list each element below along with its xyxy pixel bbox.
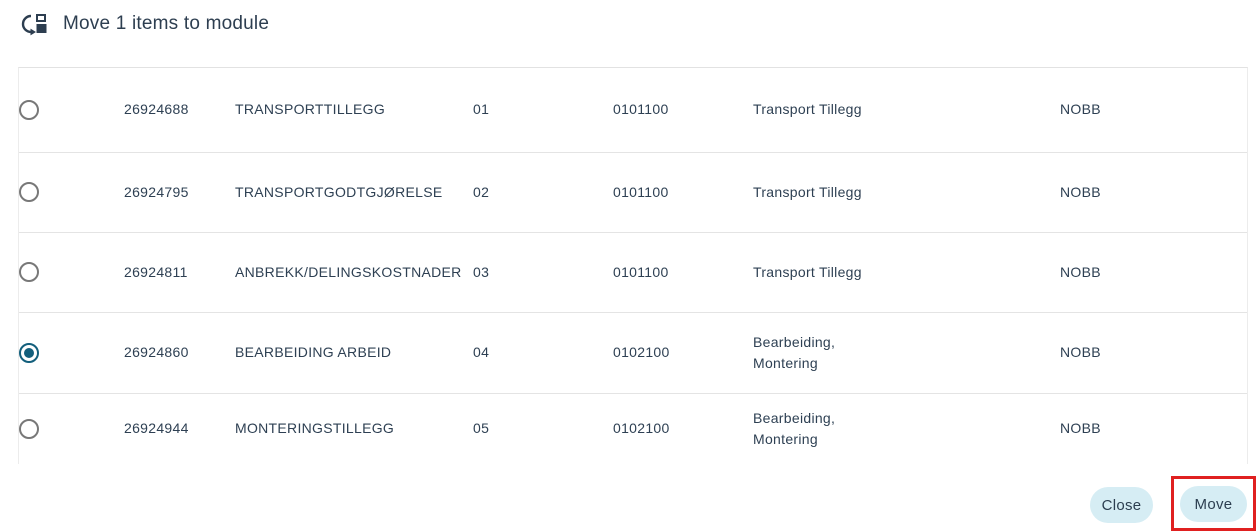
item-group: Bearbeiding, Montering (753, 409, 836, 447)
table-row[interactable]: 26924811 ANBREKK/DELINGSKOSTNADER 03 010… (19, 232, 1247, 312)
item-group-cell: Transport Tillegg (753, 152, 1060, 232)
row-radio-cell (19, 68, 124, 152)
item-source: NOBB (1060, 344, 1101, 360)
row-radio-cell (19, 152, 124, 232)
item-group: Transport Tillegg (753, 101, 862, 118)
items-table: 26924688 TRANSPORTTILLEGG 01 0101100 Tra… (18, 67, 1248, 464)
item-code-cell: 0101100 (613, 152, 753, 232)
item-seq: 02 (473, 183, 490, 200)
item-seq-cell: 02 (473, 152, 613, 232)
item-number: 26924688 (124, 101, 189, 118)
item-name-cell: MONTERINGSTILLEGG (235, 393, 473, 464)
item-number: 26924860 (124, 344, 189, 360)
item-number: 26924795 (124, 183, 189, 200)
row-radio[interactable] (19, 99, 39, 120)
item-number-cell: 26924688 (124, 68, 235, 152)
item-source-cell: NOBB (1060, 232, 1247, 312)
item-seq-cell: 04 (473, 312, 613, 393)
item-code-cell: 0101100 (613, 68, 753, 152)
item-seq: 01 (473, 101, 490, 118)
item-number-cell: 26924944 (124, 393, 235, 464)
item-group-cell: Bearbeiding, Montering (753, 393, 1060, 464)
row-radio[interactable] (19, 182, 39, 202)
item-number-cell: 26924811 (124, 232, 235, 312)
item-number: 26924944 (124, 420, 189, 437)
item-source-cell: NOBB (1060, 312, 1247, 393)
item-seq: 03 (473, 263, 490, 280)
item-source: NOBB (1060, 183, 1101, 200)
move-to-module-icon (20, 10, 48, 37)
item-code: 0102100 (613, 420, 670, 437)
item-code-cell: 0101100 (613, 232, 753, 312)
item-group: Bearbeiding, Montering (753, 333, 836, 371)
row-radio-cell (19, 232, 124, 312)
item-seq: 05 (473, 420, 490, 437)
item-group: Transport Tillegg (753, 183, 862, 200)
item-number-cell: 26924860 (124, 312, 235, 393)
item-group-cell: Transport Tillegg (753, 68, 1060, 152)
item-code: 0102100 (613, 344, 670, 360)
item-number-cell: 26924795 (124, 152, 235, 232)
item-seq-cell: 01 (473, 68, 613, 152)
dialog-title: Move 1 items to module (63, 12, 270, 34)
item-group-cell: Transport Tillegg (753, 232, 1060, 312)
item-source-cell: NOBB (1060, 152, 1247, 232)
item-source: NOBB (1060, 420, 1101, 437)
table-row-selected[interactable]: 26924860 BEARBEIDING ARBEID 04 0102100 B… (19, 312, 1247, 393)
item-name-cell: TRANSPORTTILLEGG (235, 68, 473, 152)
item-source-cell: NOBB (1060, 68, 1247, 152)
item-group-cell: Bearbeiding, Montering (753, 312, 1060, 393)
item-code-cell: 0102100 (613, 393, 753, 464)
table-row[interactable]: 26924795 TRANSPORTGODTGJØRELSE 02 010110… (19, 152, 1247, 232)
item-name: ANBREKK/DELINGSKOSTNADER (235, 263, 462, 280)
item-name-cell: BEARBEIDING ARBEID (235, 312, 473, 393)
dialog-header: Move 1 items to module (20, 10, 269, 37)
item-code: 0101100 (613, 263, 669, 280)
row-radio-selected[interactable] (19, 342, 39, 363)
item-code: 0101100 (613, 183, 669, 200)
item-source: NOBB (1060, 101, 1101, 118)
row-radio-cell (19, 393, 124, 464)
item-code-cell: 0102100 (613, 312, 753, 393)
item-group: Transport Tillegg (753, 263, 862, 280)
item-seq: 04 (473, 344, 490, 360)
table-row[interactable]: 26924688 TRANSPORTTILLEGG 01 0101100 Tra… (19, 68, 1247, 152)
move-button[interactable]: Move (1180, 486, 1247, 522)
item-name: BEARBEIDING ARBEID (235, 344, 392, 360)
item-source: NOBB (1060, 263, 1101, 280)
item-name-cell: TRANSPORTGODTGJØRELSE (235, 152, 473, 232)
item-number: 26924811 (124, 263, 188, 280)
table-row[interactable]: 26924944 MONTERINGSTILLEGG 05 0102100 Be… (19, 393, 1247, 464)
item-name-cell: ANBREKK/DELINGSKOSTNADER (235, 232, 473, 312)
item-name: TRANSPORTGODTGJØRELSE (235, 183, 443, 200)
row-radio[interactable] (19, 262, 39, 282)
item-seq-cell: 05 (473, 393, 613, 464)
item-name: MONTERINGSTILLEGG (235, 420, 395, 437)
row-radio-cell (19, 312, 124, 393)
row-radio[interactable] (19, 418, 39, 439)
close-button[interactable]: Close (1090, 487, 1153, 523)
item-seq-cell: 03 (473, 232, 613, 312)
item-code: 0101100 (613, 101, 669, 118)
item-name: TRANSPORTTILLEGG (235, 101, 386, 118)
item-source-cell: NOBB (1060, 393, 1247, 464)
